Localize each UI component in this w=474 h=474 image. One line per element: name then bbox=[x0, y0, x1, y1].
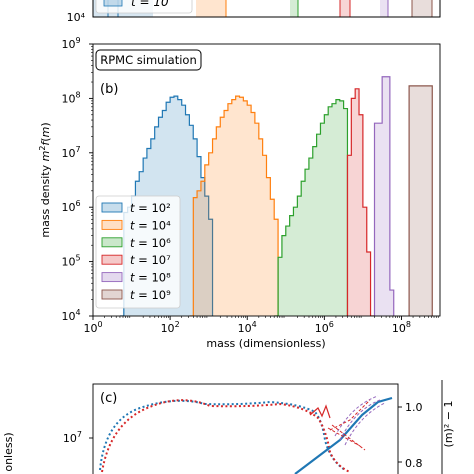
top-bar-brown-edge bbox=[411, 0, 433, 17]
panel-b-xlabel: mass (dimensionless) bbox=[206, 337, 325, 350]
panel-c-background bbox=[93, 384, 398, 474]
legend-swatch bbox=[101, 272, 123, 283]
top-legend-frame bbox=[95, 0, 193, 14]
top-ytick-label: 10⁴ bbox=[67, 11, 86, 24]
top-panel: t = 10 10⁴ bbox=[67, 0, 441, 24]
legend-swatch bbox=[101, 237, 123, 248]
panel-b-ylabel: mass density m2f(m) bbox=[38, 122, 52, 237]
panel-b-title-box: RPMC simulation bbox=[95, 49, 202, 71]
legend-swatch bbox=[101, 219, 123, 230]
panel-c-right-axis: 1.0 0.8 (m)² − 1 bbox=[398, 380, 455, 474]
top-legend-swatch bbox=[103, 0, 123, 7]
panel-b-legend-items: t = 10² t = 10⁴ t = 10⁶ t = 10⁷ t = 10⁸ t = 1… bbox=[101, 201, 171, 302]
series-fill-3 bbox=[347, 88, 375, 316]
panel-c-ytick-left-label: 107 bbox=[63, 430, 82, 445]
panel-b-ticks: 100 102 104 106 108 104 105 106 107 108 109 bbox=[61, 36, 439, 335]
top-bar-red bbox=[340, 0, 350, 17]
top-panel-border bbox=[92, 0, 441, 18]
series-line-5 bbox=[408, 85, 433, 316]
y-tick-label: 109 bbox=[61, 36, 80, 51]
series-line-3 bbox=[346, 88, 375, 316]
panel-b-legend-frame bbox=[95, 195, 181, 309]
top-legend-label: t = 10 bbox=[131, 0, 169, 9]
panel-c-red-dotted bbox=[101, 399, 351, 473]
panel-c-label: (c) bbox=[100, 391, 117, 406]
top-bar-orange bbox=[196, 0, 226, 17]
panel-c-ylabel-left: onless) bbox=[2, 432, 15, 471]
legend-label: t = 10⁴ bbox=[130, 218, 171, 232]
x-tick-label: 106 bbox=[315, 320, 334, 335]
panel-c-frame bbox=[92, 383, 399, 474]
panel-b-legend: t = 10² t = 10⁴ t = 10⁶ t = 10⁷ t = 10⁸ t = 1… bbox=[95, 195, 181, 309]
panel-c: (c) 107 1.0 0.8 (m)² − 1 onless) bbox=[2, 380, 455, 474]
y-tick-label: 105 bbox=[61, 254, 80, 269]
panel-c-ytick-right-label-1: 0.8 bbox=[405, 457, 423, 470]
series-fill-2 bbox=[274, 99, 348, 316]
series-line-4 bbox=[373, 76, 395, 316]
panel-c-red-jitter bbox=[309, 404, 331, 419]
panel-c-curves bbox=[99, 395, 393, 474]
panel-b-frame bbox=[92, 43, 441, 317]
top-bar-red-edge bbox=[339, 0, 351, 17]
panel-b-title: RPMC simulation bbox=[100, 53, 196, 67]
panel-c-fan-lines bbox=[334, 395, 386, 446]
x-tick-label: 102 bbox=[161, 320, 180, 335]
top-bar-green bbox=[290, 0, 298, 17]
legend-swatch bbox=[101, 289, 123, 300]
y-tick-label: 104 bbox=[61, 308, 80, 323]
top-bar-purple bbox=[380, 0, 388, 17]
series-line-1 bbox=[189, 95, 279, 316]
y-tick-label: 106 bbox=[61, 199, 80, 214]
series-fill-5 bbox=[409, 85, 433, 316]
y-tick-label: 108 bbox=[61, 90, 80, 105]
series-fill-1 bbox=[189, 96, 279, 316]
panel-b-title-frame bbox=[95, 49, 202, 71]
legend-label: t = 10⁹ bbox=[130, 288, 171, 302]
panel-b: 100 102 104 106 108 104 105 106 107 108 109 RPMC s… bbox=[38, 36, 441, 350]
series-line-2 bbox=[274, 99, 349, 316]
panel-c-ylabel-right: (m)² − 1 bbox=[442, 401, 455, 448]
panel-b-label: (b) bbox=[100, 82, 118, 97]
series-fill-4 bbox=[374, 76, 394, 316]
legend-label: t = 10⁸ bbox=[130, 271, 171, 285]
legend-label: t = 10⁷ bbox=[130, 253, 171, 267]
series-line-0 bbox=[119, 95, 214, 316]
panel-c-ytick-right-label-0: 1.0 bbox=[405, 401, 423, 414]
legend-swatch bbox=[101, 254, 123, 265]
y-tick-label: 107 bbox=[61, 145, 80, 160]
x-tick-label: 104 bbox=[238, 320, 257, 335]
x-tick-label: 100 bbox=[83, 320, 102, 335]
legend-swatch bbox=[101, 202, 123, 213]
top-bar-brown bbox=[412, 0, 432, 17]
panel-c-red-dashed bbox=[327, 399, 371, 451]
x-tick-label: 108 bbox=[392, 320, 411, 335]
legend-label: t = 10² bbox=[130, 201, 171, 215]
panel-c-blue-solid bbox=[294, 396, 393, 474]
top-legend-box: t = 10 bbox=[95, 0, 193, 14]
panel-c-ytick-left: 107 bbox=[63, 430, 93, 445]
legend-label: t = 10⁶ bbox=[130, 236, 171, 250]
